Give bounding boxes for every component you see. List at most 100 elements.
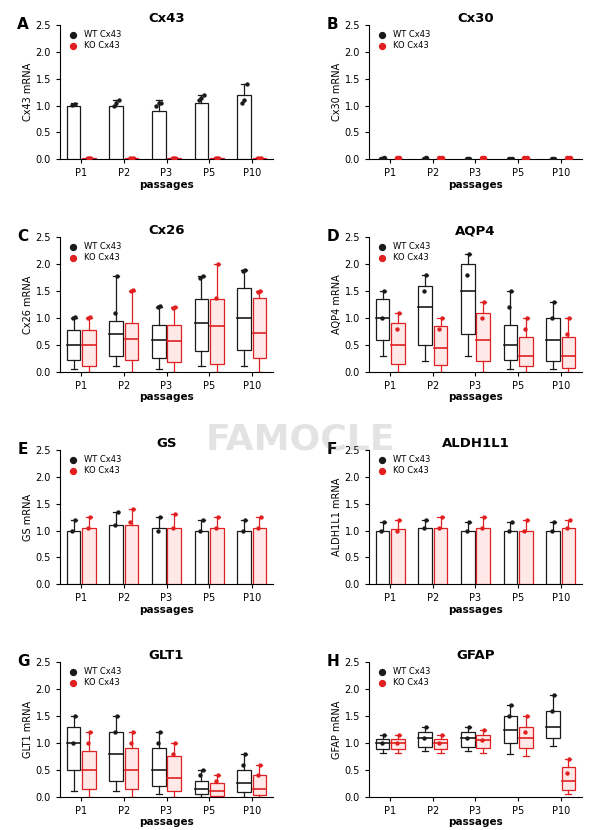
FancyBboxPatch shape (82, 751, 96, 788)
FancyBboxPatch shape (376, 530, 389, 584)
Point (379, 728, 388, 741)
Point (379, 152, 389, 165)
Point (157, 96, 166, 110)
FancyBboxPatch shape (562, 528, 575, 584)
Point (153, 736, 163, 749)
Point (464, 152, 474, 165)
Legend: WT Cx43, KO Cx43: WT Cx43, KO Cx43 (64, 29, 122, 51)
FancyBboxPatch shape (546, 318, 560, 361)
Text: FAMOCLE: FAMOCLE (205, 423, 395, 457)
Point (462, 152, 472, 165)
Point (477, 521, 487, 535)
FancyBboxPatch shape (519, 530, 533, 584)
Point (109, 99, 118, 112)
Point (505, 300, 514, 314)
FancyBboxPatch shape (152, 528, 166, 584)
FancyBboxPatch shape (67, 330, 80, 360)
FancyBboxPatch shape (67, 727, 80, 770)
X-axis label: passages: passages (448, 180, 503, 190)
Point (464, 515, 474, 529)
Point (254, 286, 263, 299)
Legend: WT Cx43, KO Cx43: WT Cx43, KO Cx43 (64, 454, 122, 476)
Point (392, 152, 401, 165)
Title: GS: GS (156, 437, 177, 450)
Point (170, 508, 180, 521)
X-axis label: passages: passages (139, 180, 194, 190)
Point (520, 725, 529, 739)
FancyBboxPatch shape (519, 727, 533, 749)
Point (68, 98, 77, 111)
Y-axis label: GFAP mRNA: GFAP mRNA (332, 701, 341, 759)
FancyBboxPatch shape (194, 103, 208, 159)
FancyBboxPatch shape (194, 300, 208, 351)
Point (549, 295, 559, 309)
FancyBboxPatch shape (461, 264, 475, 334)
FancyBboxPatch shape (167, 756, 181, 792)
FancyBboxPatch shape (237, 530, 251, 584)
FancyBboxPatch shape (503, 530, 517, 584)
Point (256, 151, 266, 164)
Point (110, 725, 120, 739)
Point (421, 268, 431, 281)
Point (522, 513, 532, 526)
FancyBboxPatch shape (391, 324, 405, 364)
Point (422, 513, 431, 526)
Legend: WT Cx43, KO Cx43: WT Cx43, KO Cx43 (373, 242, 431, 263)
Title: GLT1: GLT1 (149, 649, 184, 662)
FancyBboxPatch shape (434, 739, 448, 749)
Point (477, 734, 487, 747)
Point (85, 310, 95, 324)
FancyBboxPatch shape (125, 525, 139, 584)
Point (377, 736, 386, 749)
Point (239, 94, 249, 107)
Point (125, 152, 135, 165)
Point (238, 524, 248, 537)
FancyBboxPatch shape (167, 325, 181, 362)
Title: GFAP: GFAP (456, 649, 495, 662)
Point (392, 322, 401, 335)
Point (128, 284, 137, 297)
Point (196, 524, 205, 537)
Point (376, 524, 386, 537)
Point (83, 311, 93, 325)
FancyBboxPatch shape (461, 732, 475, 747)
Point (562, 152, 572, 165)
Point (377, 311, 386, 325)
Y-axis label: Cx43 mRNA: Cx43 mRNA (23, 63, 32, 121)
Point (437, 510, 446, 524)
X-axis label: passages: passages (448, 818, 503, 828)
FancyBboxPatch shape (476, 313, 490, 361)
Point (421, 720, 431, 734)
FancyBboxPatch shape (67, 105, 80, 159)
FancyBboxPatch shape (418, 528, 432, 584)
Point (256, 758, 265, 771)
X-axis label: passages: passages (448, 605, 503, 615)
FancyBboxPatch shape (82, 330, 96, 367)
Point (155, 300, 165, 313)
Point (70, 710, 80, 723)
X-axis label: passages: passages (139, 393, 194, 403)
FancyBboxPatch shape (434, 326, 448, 365)
Point (562, 521, 572, 535)
Point (113, 270, 122, 283)
Point (237, 96, 247, 110)
FancyBboxPatch shape (418, 286, 432, 345)
Y-axis label: Cx30 mRNA: Cx30 mRNA (332, 63, 341, 121)
Point (85, 725, 95, 739)
FancyBboxPatch shape (167, 528, 181, 584)
Point (153, 300, 163, 314)
Legend: WT Cx43, KO Cx43: WT Cx43, KO Cx43 (373, 29, 431, 51)
Point (113, 505, 122, 519)
Y-axis label: GS mRNA: GS mRNA (23, 494, 32, 540)
Point (196, 271, 205, 285)
Point (197, 90, 206, 104)
Point (241, 263, 250, 276)
FancyBboxPatch shape (562, 767, 575, 790)
Point (126, 736, 136, 749)
FancyBboxPatch shape (210, 528, 224, 584)
FancyBboxPatch shape (237, 95, 251, 159)
Point (170, 151, 180, 164)
Point (437, 151, 446, 164)
X-axis label: passages: passages (139, 818, 194, 828)
Point (522, 710, 532, 723)
